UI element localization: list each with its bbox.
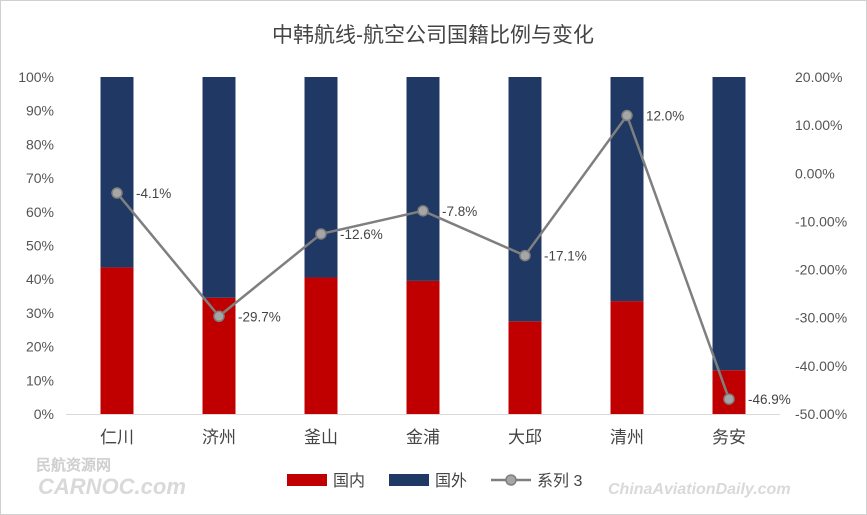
category-label: 济州 — [202, 428, 236, 447]
right-axis: -50.00% -40.00% -30.00% -20.00% -10.00% 0.00%… — [795, 69, 847, 422]
line-point — [519, 249, 531, 262]
line-point — [723, 393, 735, 405]
line-point — [111, 187, 123, 199]
right-axis-tick-label: -50.00% — [795, 406, 847, 422]
category-label: 大邱 — [508, 428, 542, 447]
bar-foreign — [508, 77, 542, 322]
category-label: 清州 — [610, 428, 644, 447]
legend-label-foreign: 国外 — [435, 472, 467, 490]
data-label: -4.1% — [136, 186, 171, 201]
left-axis-tick-label: 40% — [26, 271, 54, 287]
left-axis-tick-label: 70% — [26, 170, 54, 186]
left-axis-tick-label: 100% — [18, 69, 54, 85]
bar-foreign — [712, 77, 746, 371]
bar-domestic — [610, 301, 644, 414]
line-point — [621, 109, 633, 122]
category-label: 仁川 — [100, 428, 134, 447]
watermark-carnoc-text: CARNOC.com — [38, 474, 186, 499]
legend-marker-series3 — [505, 474, 517, 486]
line-point — [213, 310, 225, 323]
legend-label-series3: 系列 3 — [537, 472, 582, 490]
watermark-cn-text: 民航资源网 — [36, 456, 111, 474]
line-point — [417, 205, 429, 217]
bar-foreign — [304, 77, 338, 278]
left-axis-tick-label: 0% — [34, 406, 54, 422]
bar-domestic — [406, 280, 440, 414]
bar-foreign — [202, 77, 236, 298]
category-label: 金浦 — [406, 428, 440, 447]
watermark-chinaaviationdaily-text: ChinaAviationDaily.com — [608, 481, 791, 498]
right-axis-tick-label: -40.00% — [795, 358, 847, 374]
data-label: -29.7% — [238, 309, 281, 324]
data-label: -17.1% — [544, 249, 587, 264]
legend: 国内 国外 系列 3 — [287, 472, 582, 490]
bar-domestic — [712, 370, 746, 414]
left-axis-tick-label: 50% — [26, 238, 54, 254]
right-axis-tick-label: 20.00% — [795, 69, 842, 85]
category-axis: 仁川 济州 釜山 金浦 大邱 清州 务安 — [66, 414, 780, 447]
bar-domestic — [304, 277, 338, 414]
left-axis-tick-label: 90% — [26, 103, 54, 119]
bar-foreign — [406, 77, 440, 281]
right-axis-tick-label: 0.00% — [795, 165, 835, 181]
bars — [100, 77, 746, 414]
left-axis-tick-label: 60% — [26, 204, 54, 220]
left-axis: 0% 10% 20% 30% 40% 50% 60% 70% 80% 90% 100% — [18, 69, 54, 422]
right-axis-tick-label: -30.00% — [795, 310, 847, 326]
left-axis-tick-label: 20% — [26, 339, 54, 355]
legend-label-domestic: 国内 — [333, 472, 365, 490]
bar-domestic — [508, 321, 542, 414]
bar-foreign — [100, 77, 134, 268]
category-label: 务安 — [712, 428, 746, 447]
left-axis-tick-label: 80% — [26, 136, 54, 152]
legend-swatch-domestic — [287, 474, 327, 486]
data-label: -7.8% — [442, 204, 477, 219]
line-point — [315, 228, 327, 240]
right-axis-tick-label: -20.00% — [795, 262, 847, 278]
bar-domestic — [100, 267, 134, 414]
category-label: 釜山 — [304, 428, 338, 447]
chart-title: 中韩航线-航空公司国籍比例与变化 — [272, 24, 594, 47]
data-label: -12.6% — [340, 227, 383, 242]
legend-swatch-foreign — [389, 474, 429, 486]
data-label: 12.0% — [646, 109, 684, 124]
line-series: -4.1% -29.7% -12.6% -7.8% -17.1% 12.0% -46.9% — [111, 109, 791, 407]
right-axis-tick-label: -10.00% — [795, 213, 847, 229]
left-axis-tick-label: 30% — [26, 305, 54, 321]
data-label: -46.9% — [748, 392, 791, 407]
watermarks: 民航资源网 CARNOC.com ChinaAviationDaily.com — [36, 456, 791, 499]
right-axis-tick-label: 10.00% — [795, 117, 842, 133]
left-axis-tick-label: 10% — [26, 372, 54, 388]
